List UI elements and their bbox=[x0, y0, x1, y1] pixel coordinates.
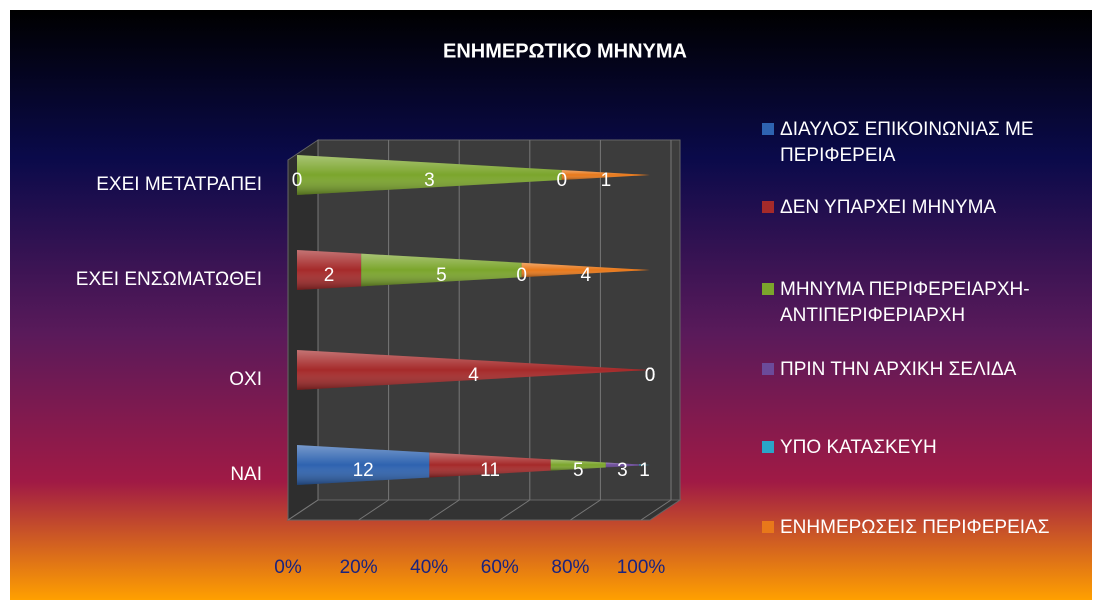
data-label: 3 bbox=[617, 460, 628, 481]
data-label: 0 bbox=[645, 365, 656, 386]
legend-label: ΥΠΟ ΚΑΤΑΣΚΕΥΗ bbox=[780, 437, 937, 458]
data-label: 0 bbox=[292, 170, 303, 191]
legend-item: ΜΗΝΥΜΑ ΠΕΡΙΦΕΡΕΙΑΡΧΗ-ΑΝΤΙΠΕΡΙΦΕΡΙΑΡΧΗ bbox=[762, 277, 1090, 329]
data-label: 2 bbox=[324, 265, 335, 286]
x-tick-label: 100% bbox=[617, 557, 666, 578]
cone-shade bbox=[638, 464, 650, 466]
data-label: 5 bbox=[573, 460, 584, 481]
data-label: 3 bbox=[424, 170, 435, 191]
data-label: 4 bbox=[581, 265, 592, 286]
legend-label: ΜΗΝΥΜΑ ΠΕΡΙΦΕΡΕΙΑΡΧΗ-ΑΝΤΙΠΕΡΙΦΕΡΙΑΡΧΗ bbox=[780, 279, 1030, 326]
legend-item: ΔΙΑΥΛΟΣ ΕΠΙΚΟΙΝΩΝΙΑΣ ΜΕ ΠΕΡΙΦΕΡΕΙΑ bbox=[762, 117, 1090, 169]
cone-shade bbox=[561, 170, 650, 180]
grid-line bbox=[499, 499, 531, 521]
cone-shade bbox=[297, 445, 430, 485]
cone-shade bbox=[297, 350, 650, 390]
grid-line bbox=[358, 499, 389, 521]
legend-label: ΔΙΑΥΛΟΣ ΕΠΙΚΟΙΝΩΝΙΑΣ ΜΕ ΠΕΡΙΦΕΡΕΙΑ bbox=[780, 119, 1034, 166]
cone-shade bbox=[521, 262, 650, 278]
data-label: 4 bbox=[468, 365, 479, 386]
x-tick-label: 60% bbox=[481, 557, 519, 578]
grid-line bbox=[640, 499, 672, 521]
grid-line bbox=[428, 499, 460, 521]
legend-item: ΥΠΟ ΚΑΤΑΣΚΕΥΗ bbox=[762, 435, 1090, 461]
cone-shade bbox=[605, 462, 639, 468]
legend-item: ΠΡΙΝ ΤΗΝ ΑΡΧΙΚΗ ΣΕΛΙΔΑ bbox=[762, 357, 1090, 383]
y-tick-label: ΕΧΕΙ ΜΕΤΑΤΡΑΠΕΙ bbox=[96, 174, 262, 195]
cone-shade bbox=[297, 250, 362, 290]
cone-shade bbox=[550, 459, 606, 471]
grid-line bbox=[287, 499, 319, 521]
legend-swatch bbox=[762, 521, 774, 533]
legend-label: ΠΡΙΝ ΤΗΝ ΑΡΧΙΚΗ ΣΕΛΙΔΑ bbox=[780, 359, 1017, 380]
legend-item: ΔΕΝ ΥΠΑΡΧΕΙ ΜΗΝΥΜΑ bbox=[762, 195, 1090, 221]
data-label: 1 bbox=[639, 460, 650, 481]
legend-swatch bbox=[762, 363, 774, 375]
legend-swatch bbox=[762, 123, 774, 135]
cone-shade bbox=[361, 253, 522, 287]
data-label: 0 bbox=[516, 265, 527, 286]
y-tick-label: ΟΧΙ bbox=[229, 369, 262, 390]
data-label: 1 bbox=[601, 170, 612, 191]
floor bbox=[286, 499, 682, 521]
y-tick-label: ΕΧΕΙ ΕΝΣΩΜΑΤΩΘΕΙ bbox=[76, 269, 262, 290]
cone-shade bbox=[297, 155, 562, 195]
legend-label: ΔΕΝ ΥΠΑΡΧΕΙ ΜΗΝΥΜΑ bbox=[780, 197, 997, 218]
legend-label: ΕΝΗΜΕΡΩΣΕΙΣ ΠΕΡΙΦΕΡΕΙΑΣ bbox=[780, 517, 1050, 538]
data-label: 11 bbox=[480, 460, 500, 481]
x-tick-label: 40% bbox=[410, 557, 448, 578]
legend-swatch bbox=[762, 441, 774, 453]
y-tick-label: ΝΑΙ bbox=[230, 464, 262, 485]
x-tick-label: 80% bbox=[551, 557, 589, 578]
chart-title: ΕΝΗΜΕΡΩΤΙΚΟ ΜΗΝΥΜΑ bbox=[443, 40, 687, 62]
data-label: 5 bbox=[436, 265, 447, 286]
data-label: 0 bbox=[556, 170, 567, 191]
grid-line bbox=[570, 499, 601, 521]
data-label: 0 bbox=[645, 365, 656, 386]
legend-swatch bbox=[762, 283, 774, 295]
back-wall bbox=[317, 139, 681, 501]
legend-item: ΕΝΗΜΕΡΩΣΕΙΣ ΠΕΡΙΦΕΡΕΙΑΣ bbox=[762, 515, 1090, 541]
data-label: 12 bbox=[353, 460, 374, 481]
x-tick-label: 20% bbox=[340, 557, 378, 578]
legend-swatch bbox=[762, 201, 774, 213]
cone-shade bbox=[429, 452, 551, 478]
x-tick-label: 0% bbox=[274, 557, 302, 578]
